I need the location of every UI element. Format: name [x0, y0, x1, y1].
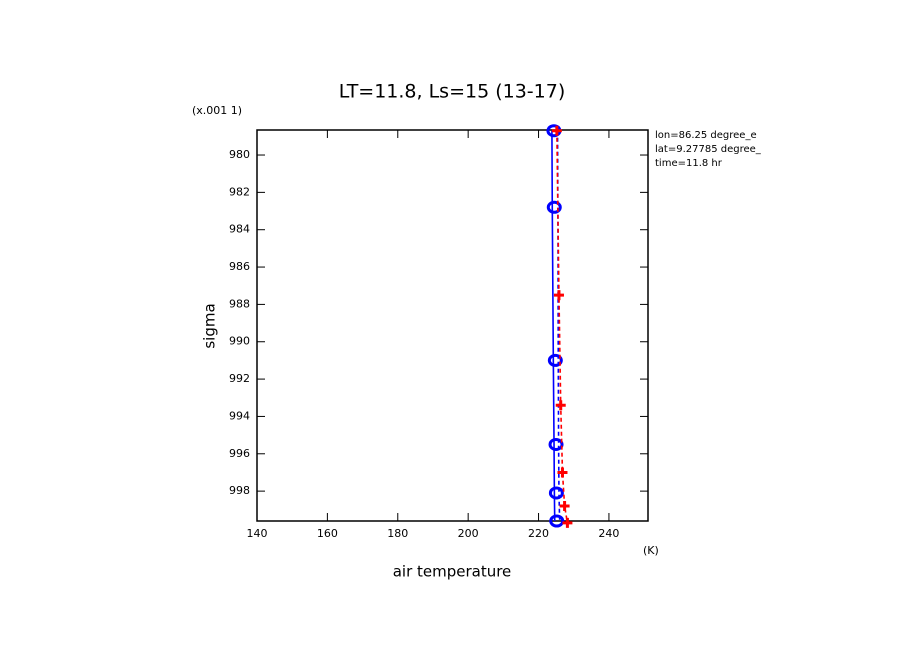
point-marker [548, 437, 564, 451]
y-tick-label: 990 [229, 335, 250, 348]
y-scale-label: (x.001 1) [192, 104, 242, 117]
y-axis-label: sigma [201, 303, 219, 348]
y-tick-label: 996 [229, 447, 250, 460]
y-tick-label: 980 [229, 148, 250, 161]
x-tick-label: 180 [387, 527, 408, 540]
x-tick-label: 240 [598, 527, 619, 540]
chart-title: LT=11.8, Ls=15 (13-17) [339, 81, 566, 103]
y-tick-label: 982 [229, 185, 250, 198]
x-units: (K) [643, 544, 659, 557]
series-line [551, 130, 556, 522]
annotation: lon=86.25 degree_e [655, 130, 757, 141]
point-marker [559, 501, 570, 512]
point-marker [546, 200, 562, 214]
y-tick-label: 994 [229, 409, 250, 422]
annotation: lat=9.27785 degree_ [655, 144, 762, 155]
point-marker [557, 467, 568, 478]
y-tick-label: 998 [229, 484, 250, 497]
annotation: time=11.8 hr [655, 158, 723, 169]
x-tick-label: 140 [247, 527, 268, 540]
point-marker [562, 517, 573, 528]
point-marker [555, 400, 566, 411]
point-marker [548, 486, 564, 500]
y-tick-label: 992 [229, 372, 250, 385]
point-marker [547, 353, 563, 367]
point-marker [553, 290, 564, 301]
plot-frame [256, 129, 649, 522]
y-tick-label: 986 [229, 260, 250, 273]
x-tick-label: 220 [528, 527, 549, 540]
point-marker [549, 514, 565, 528]
point-marker [551, 125, 562, 136]
x-axis-label: air temperature [393, 563, 512, 581]
y-tick-label: 988 [229, 297, 250, 310]
x-tick-label: 200 [458, 527, 479, 540]
x-tick-label: 160 [317, 527, 338, 540]
y-tick-label: 984 [229, 223, 250, 236]
